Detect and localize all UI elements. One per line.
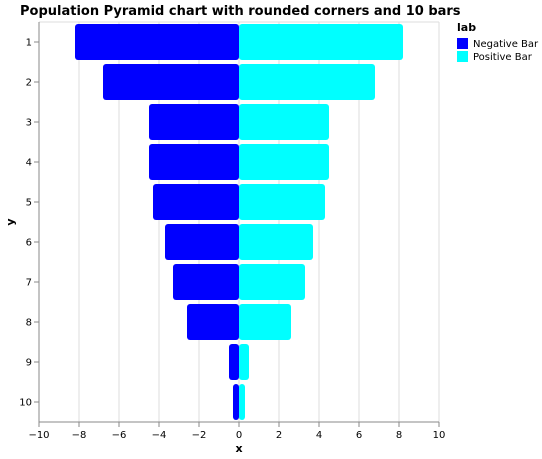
y-tick-label: 6 [26,238,32,249]
y-tick-label: 10 [19,398,32,409]
x-tick-label: −4 [152,430,167,441]
bar-positive-10 [239,384,245,420]
y-tick-label: 5 [26,198,32,209]
y-tick-label: 2 [26,78,32,89]
bar-negative-7 [173,264,239,300]
y-axis-title: y [4,218,17,225]
bar-positive-9 [239,344,249,380]
x-tick-label: 4 [316,430,322,441]
legend-label-positive: Positive Bar [473,52,533,63]
x-tick-label: −6 [112,430,127,441]
legend-title: lab [457,21,476,34]
bar-negative-5 [153,184,239,220]
bar-positive-8 [239,304,291,340]
y-tick-label: 8 [26,318,32,329]
bar-negative-3 [149,104,239,140]
y-tick-label: 9 [26,358,32,369]
bars [75,24,403,420]
y-tick-label: 1 [26,38,32,49]
bar-negative-2 [103,64,239,100]
bar-positive-3 [239,104,329,140]
bar-negative-8 [187,304,239,340]
legend: lab Negative Bar Positive Bar [457,21,539,63]
bar-negative-10 [233,384,239,420]
x-tick-label: 10 [433,430,446,441]
x-tick-label: 0 [236,430,242,441]
x-tick-label: 8 [396,430,402,441]
x-tick-label: 6 [356,430,362,441]
x-tick-label: −2 [192,430,207,441]
x-tick-label: −8 [72,430,87,441]
legend-swatch-positive [457,51,468,62]
bar-negative-9 [229,344,239,380]
legend-label-negative: Negative Bar [473,39,539,50]
bar-positive-7 [239,264,305,300]
y-tick-label: 7 [26,278,32,289]
bar-positive-4 [239,144,329,180]
bar-negative-6 [165,224,239,260]
bar-positive-1 [239,24,403,60]
bar-positive-6 [239,224,313,260]
bar-positive-2 [239,64,375,100]
chart-title: Population Pyramid chart with rounded co… [20,4,461,19]
y-tick-label: 4 [26,158,32,169]
bar-positive-5 [239,184,325,220]
x-tick-label: 2 [276,430,282,441]
bar-negative-4 [149,144,239,180]
x-tick-label: −10 [28,430,49,441]
bar-negative-1 [75,24,239,60]
legend-swatch-negative [457,38,468,49]
x-axis-title: x [235,442,242,455]
y-tick-label: 3 [26,118,32,129]
